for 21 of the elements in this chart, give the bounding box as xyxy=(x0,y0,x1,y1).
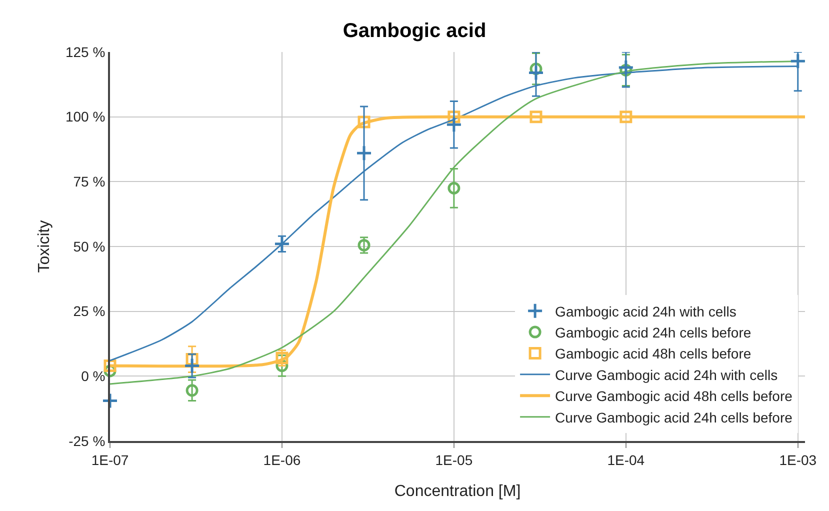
y-tick-label: 25 % xyxy=(73,303,106,320)
x-tick-label: 1E-04 xyxy=(607,452,645,468)
legend-label: Gambogic acid 24h with cells xyxy=(555,303,736,320)
y-tick-label: 0 % xyxy=(81,368,106,384)
legend-label: Curve Gambogic acid 24h with cells xyxy=(555,366,778,383)
legend-label: Gambogic acid 24h cells before xyxy=(555,324,752,340)
y-axis-title: Toxicity xyxy=(36,220,53,273)
x-tick-label: 1E-03 xyxy=(779,452,817,468)
x-tick-label: 1E-05 xyxy=(435,452,473,468)
x-axis-title: Concentration [M] xyxy=(394,483,521,500)
y-tick-label: 50 % xyxy=(73,238,106,254)
legend-label: Curve Gambogic acid 24h cells before xyxy=(555,409,793,426)
x-tick-label: 1E-06 xyxy=(263,452,301,468)
y-tick-label: 100 % xyxy=(65,108,106,125)
chart-title: Gambogic acid xyxy=(342,20,486,42)
y-tick-label: -25 % xyxy=(68,432,106,449)
legend-label: Gambogic acid 48h cells before xyxy=(555,346,752,362)
legend-label: Curve Gambogic acid 48h cells before xyxy=(555,388,793,404)
y-tick-label: 125 % xyxy=(65,44,106,60)
x-tick-label: 1E-07 xyxy=(91,452,129,468)
y-tick-label: 75 % xyxy=(73,174,106,190)
